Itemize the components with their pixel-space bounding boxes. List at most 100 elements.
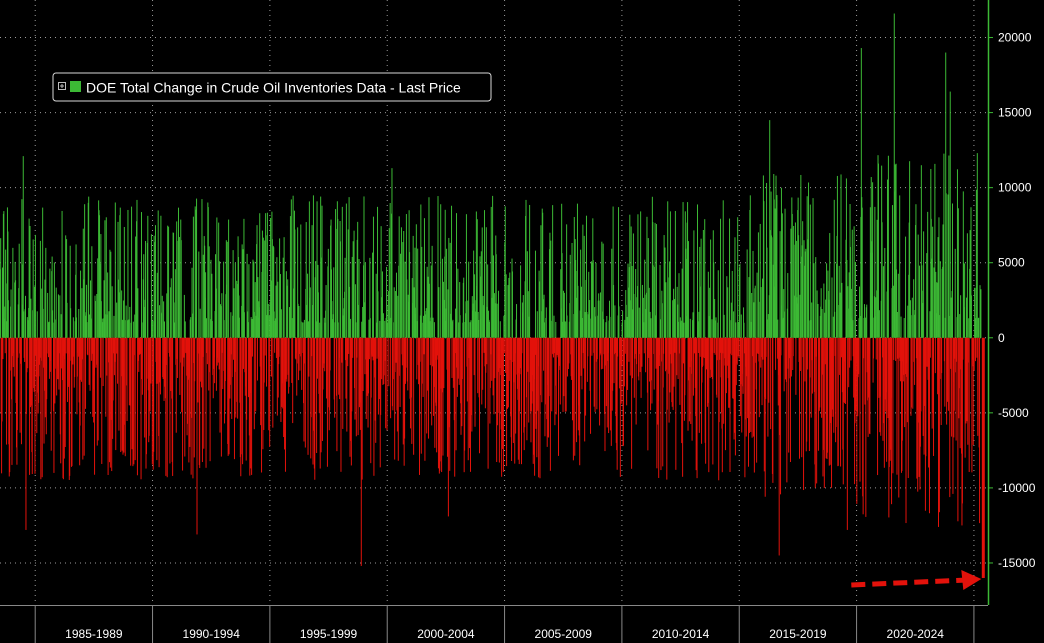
- bar: [928, 337, 930, 514]
- bar: [116, 302, 118, 338]
- bar: [47, 322, 49, 338]
- bar: [794, 222, 796, 338]
- bar: [331, 301, 333, 338]
- bar: [437, 337, 439, 356]
- bar: [585, 337, 587, 416]
- bar: [834, 311, 836, 338]
- bar: [423, 315, 425, 338]
- bar: [807, 337, 809, 370]
- bar: [143, 306, 145, 338]
- bar: [364, 337, 366, 375]
- bar: [651, 337, 653, 404]
- bar: [53, 262, 55, 338]
- bar: [477, 337, 479, 394]
- bar: [263, 337, 265, 383]
- bar: [376, 322, 378, 338]
- bar: [610, 337, 612, 446]
- bar: [552, 205, 554, 338]
- bar: [153, 235, 155, 338]
- bar: [382, 313, 384, 338]
- bar: [220, 306, 222, 338]
- bar: [574, 337, 576, 456]
- bar: [612, 206, 614, 338]
- bar: [598, 300, 600, 338]
- expand-icon[interactable]: [58, 82, 66, 90]
- bar: [962, 337, 964, 360]
- bar: [221, 293, 223, 338]
- legend[interactable]: DOE Total Change in Crude Oil Inventorie…: [52, 72, 492, 102]
- bar: [196, 337, 198, 535]
- bar: [88, 337, 90, 385]
- bar: [586, 337, 588, 382]
- bar: [952, 337, 954, 494]
- bar: [66, 337, 68, 402]
- bar: [549, 232, 551, 338]
- bar: [34, 286, 36, 338]
- bar: [218, 222, 220, 338]
- bar: [778, 337, 780, 556]
- bar: [766, 247, 768, 338]
- bar: [662, 337, 664, 467]
- bar: [101, 337, 103, 464]
- bar: [0, 238, 2, 338]
- bar: [211, 273, 213, 338]
- bar: [847, 308, 849, 338]
- bar: [525, 199, 527, 338]
- bar: [854, 261, 856, 338]
- bar: [875, 297, 877, 338]
- bar: [620, 337, 622, 404]
- bar: [917, 234, 919, 338]
- bar: [845, 178, 847, 338]
- bar: [746, 249, 748, 338]
- bar: [377, 337, 379, 415]
- bar: [924, 337, 926, 406]
- bar: [25, 337, 27, 530]
- bar: [379, 320, 381, 338]
- bar: [187, 337, 189, 380]
- bar: [363, 196, 365, 338]
- bar: [506, 337, 508, 467]
- bar: [223, 261, 225, 338]
- bar: [229, 337, 231, 385]
- bar: [9, 337, 11, 371]
- bar: [268, 337, 270, 431]
- bar: [215, 337, 217, 391]
- bar: [395, 272, 397, 338]
- bar: [342, 337, 344, 429]
- bar: [400, 227, 402, 338]
- bar: [203, 337, 205, 449]
- bar: [17, 337, 19, 358]
- bar: [349, 286, 351, 338]
- bar: [808, 182, 810, 338]
- bar: [464, 337, 466, 451]
- bar: [69, 337, 71, 476]
- bar: [696, 337, 698, 479]
- bar: [280, 337, 282, 422]
- bar: [659, 319, 661, 338]
- bar: [141, 337, 143, 395]
- bar: [246, 253, 248, 338]
- bar: [806, 196, 808, 338]
- bar: [886, 337, 888, 462]
- bar: [404, 337, 406, 439]
- bar: [56, 337, 58, 396]
- bar: [494, 337, 496, 379]
- bar: [679, 337, 681, 405]
- bar: [565, 337, 567, 412]
- bar: [491, 337, 493, 381]
- bar: [593, 337, 595, 407]
- bar: [744, 337, 746, 478]
- bar: [307, 273, 309, 338]
- bar: [934, 337, 936, 374]
- bar: [635, 269, 637, 338]
- bar: [84, 312, 86, 338]
- bar: [626, 337, 628, 406]
- bar: [575, 270, 577, 338]
- bar: [397, 295, 399, 338]
- bar: [836, 175, 838, 338]
- bar: [964, 337, 966, 458]
- bar: [631, 265, 633, 338]
- bar: [317, 292, 319, 338]
- bar: [242, 337, 244, 465]
- bar: [285, 337, 287, 380]
